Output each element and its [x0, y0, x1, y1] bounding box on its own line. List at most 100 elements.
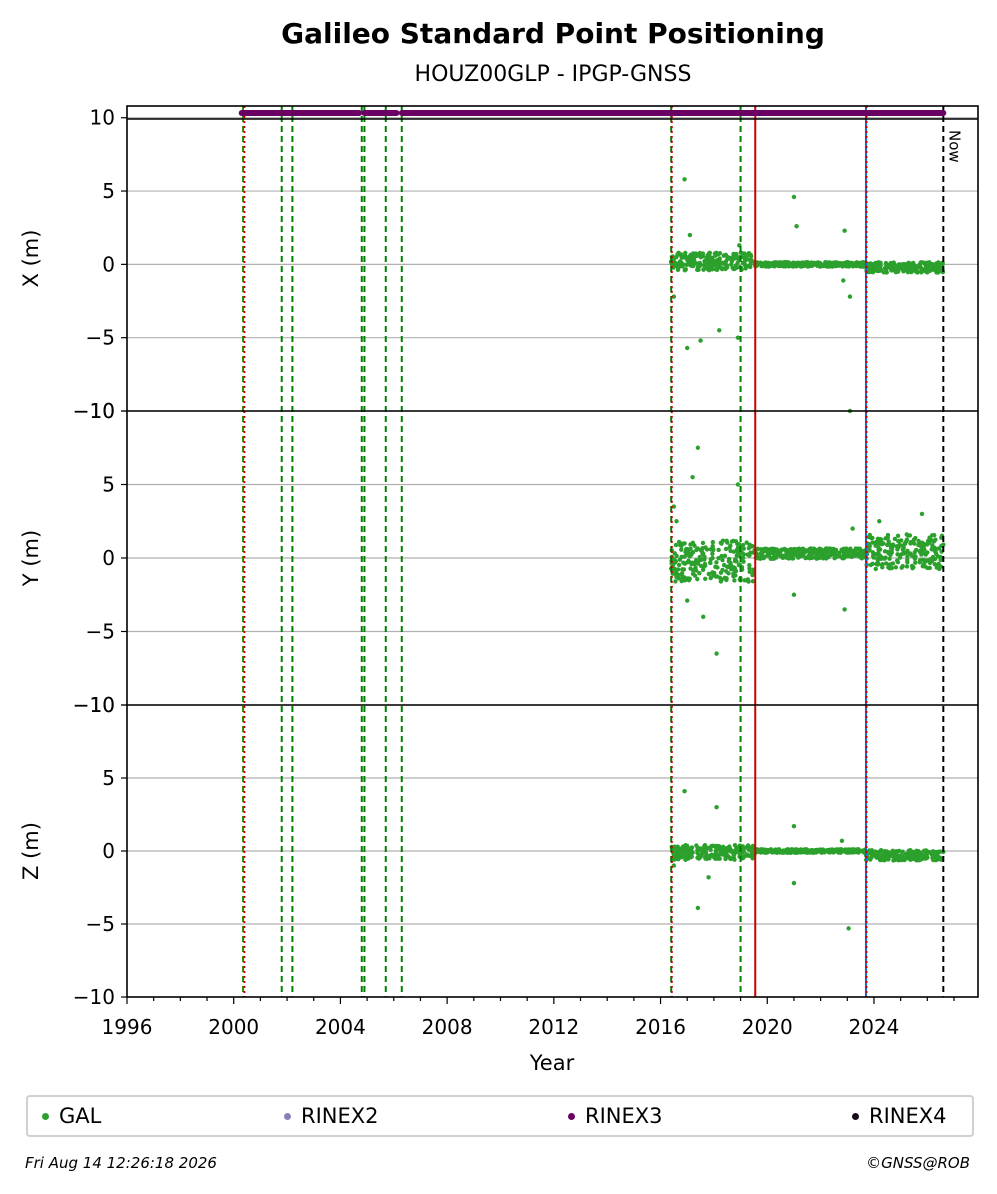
- data-point: [913, 857, 919, 863]
- data-point: [743, 255, 749, 261]
- data-point: [695, 546, 700, 551]
- data-point: [922, 547, 927, 552]
- data-point: [885, 857, 891, 862]
- data-point: [882, 549, 888, 554]
- data-point: [909, 553, 915, 558]
- data-point: [893, 565, 899, 570]
- data-point: [873, 262, 878, 268]
- data-point: [898, 265, 903, 270]
- data-point: [896, 848, 902, 854]
- data-point: [884, 561, 889, 566]
- data-point: [870, 550, 876, 555]
- data-point: [938, 849, 943, 854]
- data-point: [906, 533, 911, 538]
- data-point: [693, 261, 699, 266]
- data-point: [723, 856, 728, 862]
- data-point: [876, 550, 881, 556]
- data-point: [895, 533, 901, 539]
- data-point: [899, 857, 905, 862]
- data-point: [684, 262, 689, 268]
- data-point: [727, 545, 732, 550]
- data-point: [690, 474, 695, 480]
- data-point: [707, 252, 712, 258]
- data-point: [682, 267, 688, 273]
- data-point: [873, 566, 878, 572]
- data-point: [702, 563, 708, 568]
- data-point: [815, 847, 820, 853]
- footer-credit: ©GNSS@ROB: [866, 1154, 970, 1172]
- data-point: [748, 253, 754, 259]
- data-point: [927, 260, 932, 265]
- data-point: [710, 551, 715, 557]
- data-point: [712, 251, 718, 256]
- data-point: [801, 548, 807, 553]
- data-point: [741, 552, 747, 557]
- data-point: [873, 540, 879, 545]
- data-point: [702, 259, 707, 264]
- data-point: [890, 542, 896, 547]
- data-point: [710, 543, 715, 549]
- data-point: [909, 269, 914, 275]
- footer-timestamp: Fri Aug 14 12:26:18 2026: [25, 1154, 217, 1172]
- data-point: [695, 445, 701, 450]
- legend-item-rinex2: RINEX2: [284, 1097, 379, 1135]
- data-point: [748, 853, 754, 859]
- data-point: [809, 552, 815, 557]
- data-point: [857, 262, 863, 268]
- data-point: [850, 263, 855, 269]
- data-point: [909, 563, 915, 569]
- data-point: [877, 263, 882, 269]
- data-point: [928, 268, 933, 273]
- data-point: [883, 536, 888, 541]
- data-point: [887, 556, 892, 561]
- data-point: [824, 263, 829, 268]
- data-point: [887, 265, 893, 270]
- data-point: [916, 542, 921, 548]
- data-point: [817, 260, 823, 266]
- data-point: [673, 847, 678, 852]
- data-point: [875, 560, 880, 566]
- data-point: [895, 857, 901, 863]
- data-point: [731, 251, 736, 257]
- data-point: [919, 511, 925, 517]
- data-point: [924, 551, 929, 556]
- data-point: [678, 541, 684, 547]
- data-point: [937, 857, 943, 862]
- data-point: [867, 269, 872, 274]
- data-point: [867, 532, 873, 538]
- data-point: [719, 260, 725, 265]
- data-point: [671, 294, 677, 299]
- data-point: [742, 251, 747, 256]
- data-point: [823, 553, 828, 558]
- data-point: [683, 254, 688, 259]
- data-point: [769, 849, 774, 854]
- data-point: [837, 553, 842, 559]
- data-point: [869, 848, 875, 853]
- y-tick-label: −10: [73, 985, 115, 1009]
- data-point: [931, 532, 937, 538]
- data-point: [914, 264, 919, 270]
- data-point: [683, 250, 688, 256]
- data-point: [897, 555, 903, 560]
- data-point: [905, 554, 910, 559]
- data-point: [772, 547, 778, 552]
- data-point: [937, 566, 942, 572]
- data-point: [717, 256, 722, 261]
- x-tick-label: 2016: [635, 1015, 686, 1039]
- data-point: [807, 848, 812, 854]
- data-point: [680, 567, 685, 572]
- data-point: [683, 842, 688, 848]
- legend-marker-rinex4: [852, 1112, 859, 1120]
- data-point: [673, 579, 678, 584]
- data-point: [900, 547, 906, 552]
- data-point: [832, 848, 838, 853]
- x-tick-label: 2012: [528, 1015, 579, 1039]
- data-point: [929, 852, 934, 857]
- data-point: [908, 848, 913, 853]
- x-tick-label: 2024: [849, 1015, 900, 1039]
- data-point: [714, 845, 719, 850]
- x-tick-label: 2008: [422, 1015, 473, 1039]
- data-point: [697, 571, 702, 576]
- x-tick-label: 1996: [102, 1015, 153, 1039]
- data-point: [692, 561, 697, 567]
